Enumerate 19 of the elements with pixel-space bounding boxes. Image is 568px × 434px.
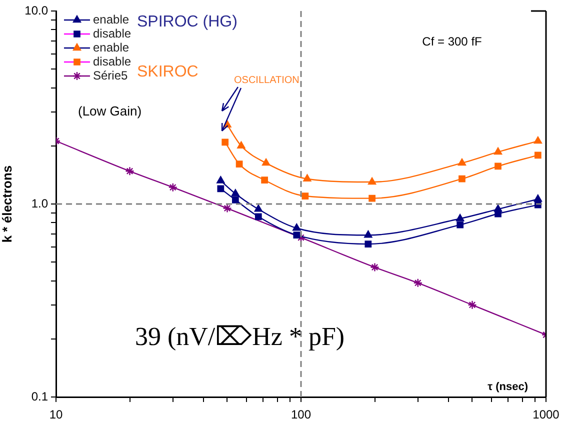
- annotation: SPIROC (HG): [137, 13, 238, 30]
- x-tick-label: 100: [290, 408, 312, 422]
- x-tick-label: 10: [49, 408, 63, 422]
- x-axis-title: τ (nsec): [488, 381, 528, 394]
- annotation: OSCILLATION: [234, 74, 300, 86]
- y-axis-title: k * électrons: [0, 165, 14, 243]
- annotation: Cf = 300 fF: [422, 34, 482, 48]
- y-tick-label: 10.0: [24, 3, 48, 18]
- legend-label: enable: [93, 40, 130, 54]
- annotation: SKIROC: [137, 63, 198, 80]
- y-tick-label: 0.1: [31, 389, 48, 404]
- annotation: 39 (nV/⌦Hz * pF): [135, 322, 345, 351]
- legend-label: Série5: [93, 68, 128, 82]
- legend-label: enable: [93, 12, 130, 26]
- x-tick-label: 1000: [532, 408, 560, 422]
- legend-label: disable: [93, 26, 132, 40]
- legend-label: disable: [93, 54, 132, 68]
- annotation: (Low Gain): [78, 104, 142, 119]
- y-tick-label: 1.0: [31, 196, 48, 210]
